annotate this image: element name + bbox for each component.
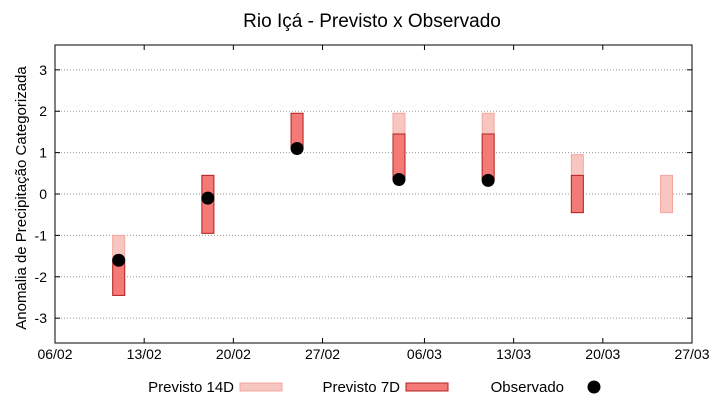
y-tick-label: 2 [39,103,47,119]
legend-swatch-previsto-7d [405,382,449,392]
y-tick-label: -3 [35,310,48,326]
series-observado [112,141,495,267]
previsto-7d-bar [481,133,495,181]
observado-point [290,141,304,155]
legend-label-observado: Observado [491,379,564,396]
series-previsto-7d [112,112,584,296]
y-axis-ticks: -3 -2 -1 0 1 2 3 [35,62,692,326]
x-tick-label: 27/03 [674,346,709,362]
grid-lines [55,69,692,319]
x-tick-label: 13/02 [127,346,162,362]
observado-point [481,173,495,187]
x-tick-label: 06/02 [37,346,72,362]
observado-point [112,253,126,267]
previsto-14d-bar [660,174,674,214]
x-tick-label: 27/02 [305,346,340,362]
legend: Previsto 14D Previsto 7D Observado [148,379,601,396]
y-tick-label: 1 [39,145,47,161]
x-tick-label: 20/02 [216,346,251,362]
chart-title: Rio Içá - Previsto x Observado [243,11,501,32]
previsto-7d-bar [570,174,584,214]
observado-point [201,191,215,205]
legend-swatch-previsto-14d [239,382,283,392]
x-tick-label: 13/03 [496,346,531,362]
x-axis-ticks: 06/02 13/02 20/02 27/02 06/03 13/03 20/03 27/03 [37,45,710,362]
x-tick-label: 20/03 [585,346,620,362]
y-axis-label: Anomalia de Precipitação Categorizada [13,66,30,330]
legend-label-previsto-14d: Previsto 14D [148,379,234,396]
y-tick-label: -2 [35,269,48,285]
observado-point [392,173,406,187]
y-tick-label: 3 [39,62,47,78]
y-tick-label: -1 [35,227,48,243]
previsto-7d-bar [392,133,406,181]
legend-swatch-observado [587,380,601,394]
x-tick-label: 06/03 [407,346,442,362]
legend-label-previsto-7d: Previsto 7D [322,379,400,396]
y-tick-label: 0 [39,186,47,202]
